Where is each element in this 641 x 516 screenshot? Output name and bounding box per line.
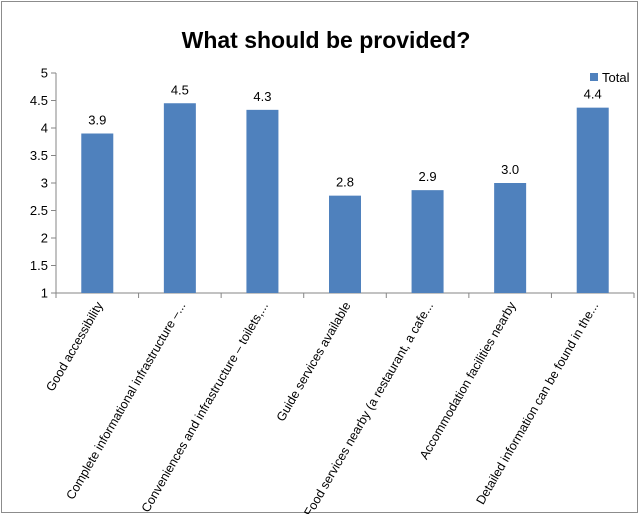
bar [576, 107, 609, 294]
data-label: 4.4 [584, 87, 602, 102]
category-label: Food services nearby (a restaurant, a ca… [301, 299, 436, 514]
bar [411, 190, 444, 293]
data-label: 3.0 [501, 162, 519, 177]
y-tick-label: 3.5 [30, 148, 48, 163]
data-label: 2.9 [419, 169, 437, 184]
bars: 3.9 4.5 4.3 2.8 2.9 3.0 4.4 [81, 82, 609, 294]
y-tick-label: 2 [41, 231, 48, 246]
legend-label: Total [602, 70, 630, 85]
y-tick-label: 1.5 [30, 258, 48, 273]
data-label: 4.5 [171, 82, 189, 97]
data-label: 2.8 [336, 175, 354, 190]
bar [246, 109, 279, 293]
y-tick-label: 4 [41, 121, 48, 136]
bar [163, 103, 196, 293]
category-label: Good accessibility [43, 299, 106, 394]
y-tick-label: 3 [41, 176, 48, 191]
category-label: Accommodation facilities nearby [417, 299, 519, 462]
bar [329, 195, 361, 293]
y-tick-label: 2.5 [30, 203, 48, 218]
y-tick-label: 5 [41, 66, 48, 81]
bar [81, 133, 114, 293]
data-label: 4.3 [253, 89, 271, 104]
bar [494, 183, 527, 293]
y-tick-label: 4.5 [30, 93, 48, 108]
chart-title: What should be provided? [182, 27, 471, 53]
data-label: 3.9 [88, 113, 106, 128]
legend-swatch [590, 73, 598, 81]
legend: Total [590, 70, 630, 85]
category-label: Guide services available [274, 299, 354, 423]
y-tick-label: 1 [41, 286, 48, 301]
